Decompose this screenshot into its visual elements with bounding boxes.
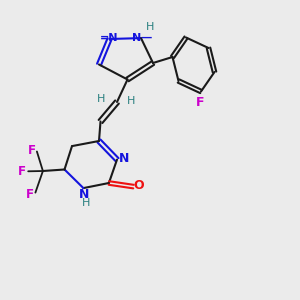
Text: N: N — [118, 152, 129, 166]
Text: H: H — [127, 96, 136, 106]
Text: H: H — [82, 198, 90, 208]
Text: =N: =N — [100, 33, 119, 43]
Text: N—: N— — [132, 33, 153, 43]
Text: N: N — [79, 188, 89, 201]
Text: O: O — [134, 179, 144, 192]
Text: F: F — [26, 188, 34, 201]
Text: H: H — [97, 94, 106, 104]
Text: F: F — [28, 143, 35, 157]
Text: H: H — [146, 22, 154, 32]
Text: F: F — [18, 165, 26, 178]
Text: F: F — [196, 95, 205, 109]
